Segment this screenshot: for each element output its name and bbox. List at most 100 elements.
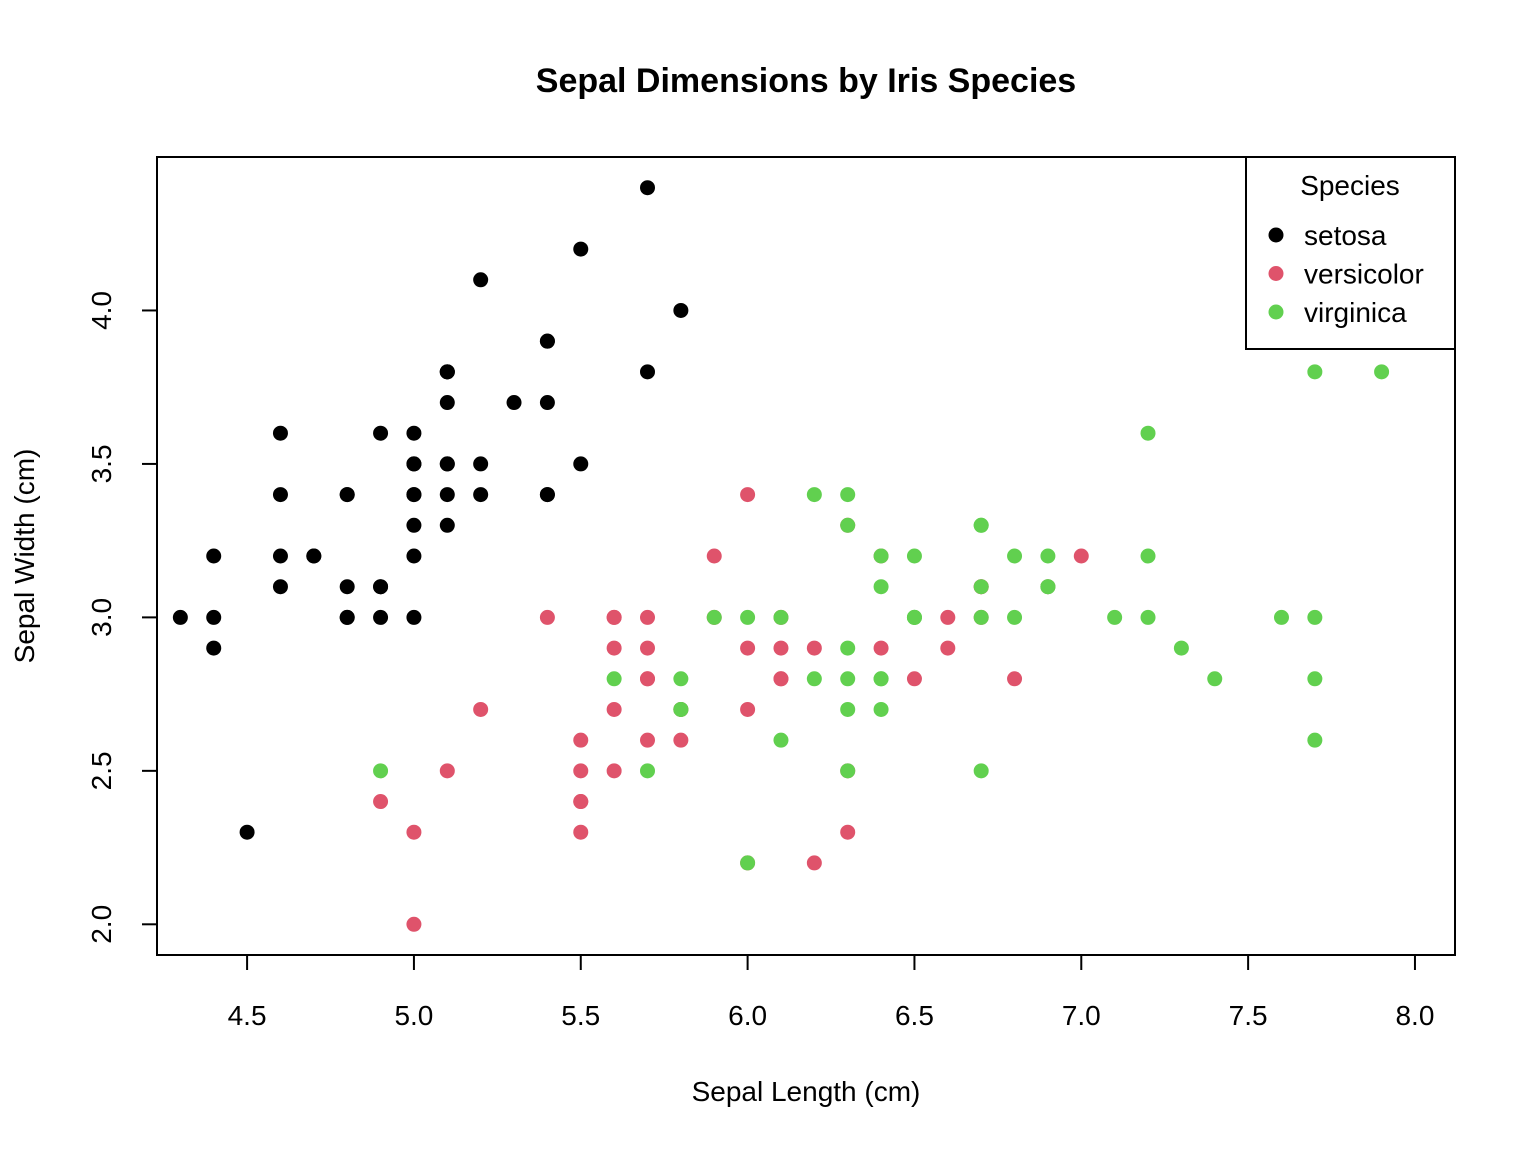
point-setosa	[272, 487, 288, 503]
point-virginica	[840, 671, 856, 687]
point-versicolor	[573, 732, 589, 748]
point-versicolor	[539, 609, 555, 625]
point-setosa	[506, 395, 522, 411]
y-tick-label: 3.5	[86, 444, 117, 483]
point-virginica	[973, 579, 989, 595]
point-versicolor	[640, 671, 656, 687]
point-setosa	[439, 364, 455, 380]
point-setosa	[539, 487, 555, 503]
point-versicolor	[1007, 671, 1023, 687]
point-virginica	[1140, 425, 1156, 441]
point-virginica	[606, 671, 622, 687]
point-setosa	[339, 579, 355, 595]
point-versicolor	[706, 548, 722, 564]
point-virginica	[1007, 609, 1023, 625]
x-tick-label: 6.5	[895, 1000, 934, 1031]
y-tick-label: 2.5	[86, 751, 117, 790]
point-virginica	[640, 763, 656, 779]
legend-marker-virginica	[1268, 304, 1284, 320]
point-setosa	[206, 548, 222, 564]
legend-marker-setosa	[1268, 227, 1284, 243]
point-versicolor	[573, 794, 589, 810]
point-setosa	[439, 395, 455, 411]
legend-title: Species	[1300, 170, 1400, 201]
point-versicolor	[906, 671, 922, 687]
point-setosa	[439, 517, 455, 533]
legend-label-setosa: setosa	[1304, 220, 1387, 251]
point-virginica	[973, 517, 989, 533]
point-setosa	[573, 241, 589, 257]
point-setosa	[439, 456, 455, 472]
point-setosa	[473, 487, 489, 503]
point-versicolor	[806, 855, 822, 871]
legend-marker-versicolor	[1268, 266, 1284, 281]
point-virginica	[740, 609, 756, 625]
point-virginica	[873, 671, 889, 687]
point-setosa	[640, 180, 656, 196]
chart-title: Sepal Dimensions by Iris Species	[536, 62, 1076, 100]
data-points	[172, 180, 1390, 932]
point-virginica	[973, 609, 989, 625]
point-versicolor	[940, 640, 956, 656]
point-virginica	[1307, 609, 1323, 625]
point-setosa	[406, 548, 422, 564]
point-virginica	[673, 701, 689, 717]
x-axis: 4.5 5.0 5.5 6.0 6.5 7.0 7.5 8.0	[228, 954, 1434, 1031]
point-virginica	[840, 517, 856, 533]
point-virginica	[906, 609, 922, 625]
x-tick-label: 7.0	[1062, 1000, 1101, 1031]
point-versicolor	[773, 671, 789, 687]
point-virginica	[1307, 364, 1323, 380]
point-setosa	[439, 487, 455, 503]
point-virginica	[1040, 548, 1056, 564]
point-setosa	[640, 364, 656, 380]
point-versicolor	[606, 701, 622, 717]
point-versicolor	[606, 763, 622, 779]
legend-label-versicolor: versicolor	[1304, 259, 1424, 290]
point-versicolor	[439, 763, 455, 779]
x-tick-label: 5.5	[561, 1000, 600, 1031]
point-virginica	[1374, 364, 1390, 380]
point-versicolor	[1073, 548, 1089, 564]
point-setosa	[339, 609, 355, 625]
point-virginica	[840, 763, 856, 779]
point-virginica	[873, 701, 889, 717]
x-tick-label: 7.5	[1229, 1000, 1268, 1031]
legend: Species setosa versicolor virginica	[1245, 156, 1456, 350]
x-axis-label: Sepal Length (cm)	[692, 1076, 921, 1107]
y-axis-label: Sepal Width (cm)	[9, 449, 40, 664]
point-versicolor	[740, 640, 756, 656]
point-versicolor	[773, 640, 789, 656]
point-virginica	[806, 487, 822, 503]
point-setosa	[539, 395, 555, 411]
point-virginica	[1140, 609, 1156, 625]
point-versicolor	[473, 701, 489, 717]
y-axis: 2.0 2.5 3.0 3.5 4.0	[86, 291, 158, 944]
point-setosa	[406, 487, 422, 503]
point-setosa	[272, 425, 288, 441]
point-virginica	[1207, 671, 1223, 687]
point-virginica	[973, 763, 989, 779]
point-virginica	[1173, 640, 1189, 656]
point-setosa	[239, 824, 255, 840]
point-versicolor	[640, 732, 656, 748]
point-versicolor	[406, 916, 422, 932]
point-virginica	[773, 609, 789, 625]
point-setosa	[406, 517, 422, 533]
point-setosa	[406, 456, 422, 472]
point-versicolor	[640, 640, 656, 656]
point-versicolor	[640, 609, 656, 625]
point-virginica	[1040, 579, 1056, 595]
point-virginica	[873, 548, 889, 564]
point-virginica	[1273, 609, 1289, 625]
x-tick-label: 4.5	[228, 1000, 267, 1031]
x-tick-label: 6.0	[728, 1000, 767, 1031]
point-virginica	[773, 732, 789, 748]
point-setosa	[373, 609, 389, 625]
point-versicolor	[806, 640, 822, 656]
point-virginica	[906, 548, 922, 564]
point-versicolor	[573, 824, 589, 840]
point-versicolor	[740, 701, 756, 717]
y-tick-label: 2.0	[86, 905, 117, 944]
point-setosa	[473, 456, 489, 472]
